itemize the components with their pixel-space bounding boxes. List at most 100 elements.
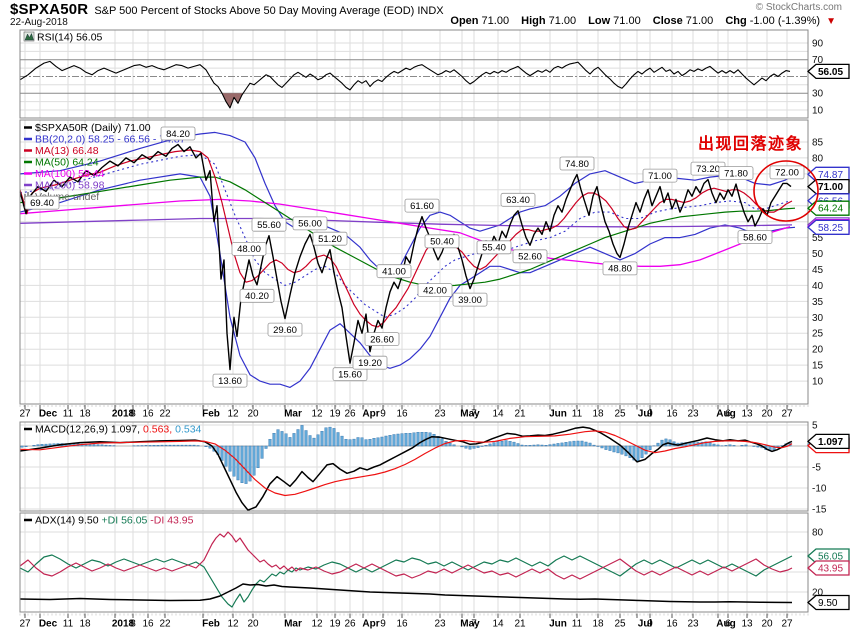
macd-histogram-bar [392, 434, 396, 447]
macd-histogram-bar [516, 443, 520, 447]
x-axis-label: 12 [311, 409, 323, 420]
price-label-text: 51.20 [318, 234, 342, 245]
price-label-box [718, 166, 754, 181]
macd-histogram-bar [204, 445, 208, 448]
macd-histogram-bar [508, 441, 512, 447]
x-axis-label: 16 [666, 619, 678, 630]
macd-histogram-bar [328, 426, 332, 447]
y-axis-label: -5 [812, 463, 821, 474]
macd-histogram-bar [536, 444, 540, 447]
x-axis-label: 7 [471, 409, 477, 420]
price-label-box [500, 192, 536, 207]
macd-histogram-bar [608, 445, 612, 451]
x-axis-label: 25 [614, 409, 626, 420]
x-axis-label: 27 [781, 619, 793, 630]
ma200-line [19, 217, 793, 228]
macd-histogram-bar [472, 445, 476, 449]
macd-histogram-bar [192, 444, 196, 447]
price-label-text: 19.20 [358, 358, 382, 369]
x-axis-label: 18 [592, 619, 604, 630]
rsi-line [19, 60, 791, 109]
macd-histogram-bar [228, 445, 232, 472]
macd-histogram-bar [184, 444, 188, 447]
x-axis-label: Dec [39, 619, 58, 630]
x-axis-label: 11 [63, 619, 74, 630]
macd-histogram-bar [364, 439, 368, 447]
x-axis-label: 21 [514, 409, 526, 420]
macd-histogram-bar [360, 437, 364, 447]
ticker-symbol: $SPXA50R [10, 1, 89, 18]
quote-low: Low 71.00 [588, 15, 641, 27]
axis-value-text: 9.50 [818, 598, 838, 609]
macd-histogram-bar [452, 444, 456, 447]
y-axis-label: 30 [812, 313, 824, 324]
price-label-text: 41.00 [382, 267, 406, 278]
x-axis-label: Mar [284, 409, 302, 420]
x-axis-label: 21 [514, 619, 526, 630]
x-axis-label: 12 [227, 619, 239, 630]
x-axis-label: Dec [39, 409, 58, 420]
price-label-text: 84.20 [166, 129, 190, 140]
price-label-text: 26.60 [370, 334, 394, 345]
macd-histogram-bar [224, 445, 228, 467]
macd-histogram-bar [512, 441, 516, 447]
macd-histogram-bar [156, 445, 160, 447]
macd-histogram-bar [172, 444, 176, 447]
axis-value-text: 71.00 [818, 182, 843, 193]
y-axis-label: 85 [812, 138, 824, 149]
macd-histogram-bar [704, 441, 708, 447]
macd-histogram-bar [88, 444, 92, 447]
macd-histogram-bar [740, 445, 744, 447]
macd-histogram-bar [732, 445, 736, 447]
macd-histogram-bar [288, 437, 292, 447]
panel-border-adx [19, 512, 809, 613]
macd-histogram-bar [716, 444, 720, 447]
macd-histogram-bar [584, 441, 588, 447]
macd-histogram-bar [712, 443, 716, 447]
price-label-text: 72.00 [775, 168, 799, 179]
x-axis-label: 16 [142, 619, 154, 630]
macd-histogram-bar [772, 445, 776, 450]
price-label-text: 55.40 [482, 243, 506, 254]
x-axis-label: 14 [492, 619, 504, 630]
macd-histogram-bar [496, 441, 500, 447]
x-axis-label: 26 [344, 619, 356, 630]
axis-value-box [807, 560, 850, 576]
price-label-box [452, 292, 488, 307]
legend-row-label: MA(200) 58.98 [35, 180, 105, 192]
x-axis-label: 18 [79, 409, 91, 420]
panel-border-price [19, 119, 809, 405]
macd-histogram-bar [300, 425, 304, 447]
price-label-box [160, 126, 196, 141]
axis-value-text: 74.87 [818, 170, 843, 181]
x-axis-label: 9 [380, 619, 386, 630]
copyright: © StockCharts.com [755, 2, 842, 13]
y-axis-label: 25 [812, 329, 824, 340]
y-axis-label: 45 [812, 265, 824, 276]
macd-histogram-bar [404, 433, 408, 447]
x-axis-label: 2018 [112, 409, 135, 420]
price-label-text: 69.40 [30, 198, 54, 209]
chart-date: 22-Aug-2018 [10, 17, 68, 28]
macd-histogram-bar [592, 444, 596, 447]
x-axis-label: 16 [396, 409, 408, 420]
x-axis-label: 23 [687, 619, 699, 630]
y-axis-label: 10 [812, 106, 824, 117]
macd-histogram-bar [244, 445, 248, 484]
x-axis-label: Aug [716, 619, 735, 630]
macd-histogram-bar [316, 434, 320, 447]
macd-histogram-bar [528, 445, 532, 447]
x-axis-label: 8 [130, 409, 136, 420]
macd-histogram-bar [568, 441, 572, 447]
rsi-indicator-icon-glyph [24, 32, 34, 41]
price-label-box [292, 216, 328, 231]
macd-histogram-bar [552, 443, 556, 447]
macd-histogram-bar [336, 432, 340, 447]
macd-histogram-bar [580, 440, 584, 447]
macd-histogram-bar [708, 442, 712, 447]
x-axis-label: 13 [741, 409, 753, 420]
header-row: $SPXA50R S&P 500 Percent of Stocks Above … [10, 1, 444, 19]
macd-histogram-bar [312, 437, 316, 447]
axis-value-text: 64.24 [818, 204, 843, 215]
minus-di-line [19, 531, 793, 580]
